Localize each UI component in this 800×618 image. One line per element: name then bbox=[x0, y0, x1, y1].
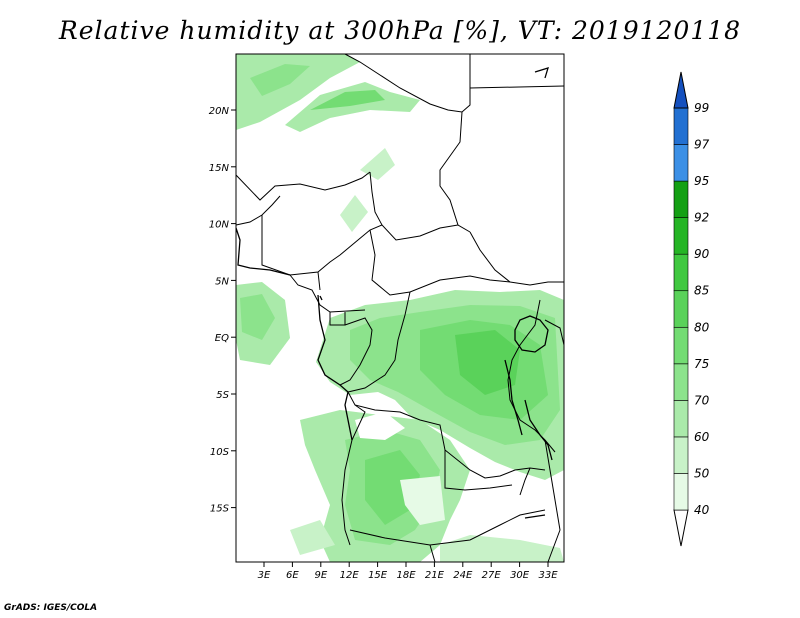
coastlines-and-lakes bbox=[235, 67, 553, 519]
lat-tick-label: 15S bbox=[210, 504, 230, 515]
credit-text: GrADS: IGES/COLA bbox=[4, 603, 98, 613]
lon-tick-label: 3E bbox=[258, 570, 271, 581]
lat-tick-label: 10S bbox=[210, 447, 230, 458]
colorbar-high-arrow bbox=[673, 71, 689, 109]
latitude-axis: 20N 15N 10N 5N EQ 5S 10S 15S bbox=[209, 106, 236, 515]
colorbar-label: 95 bbox=[694, 174, 709, 188]
longitude-axis: 3E 6E 9E 12E 15E 18E 21E 24E 27E 30E 33E bbox=[258, 562, 558, 581]
colorbar-label: 80 bbox=[694, 320, 710, 334]
lat-tick-label: 5S bbox=[216, 390, 229, 401]
country-borders bbox=[235, 53, 565, 563]
map-title: Relative humidity at 300hPa [%], VT: 201… bbox=[58, 16, 742, 45]
colorbar-segment bbox=[673, 144, 689, 182]
colorbar: 40 50 60 70 75 80 85 90 92 95 97 99 bbox=[673, 71, 710, 547]
colorbar-segment bbox=[673, 400, 689, 438]
lon-tick-label: 24E bbox=[453, 570, 473, 581]
lon-tick-label: 12E bbox=[340, 570, 360, 581]
colorbar-label: 60 bbox=[694, 430, 710, 444]
colorbar-label: 97 bbox=[694, 138, 710, 152]
lat-tick-label: 10N bbox=[209, 220, 230, 231]
colorbar-segment bbox=[673, 326, 689, 365]
map-frame bbox=[235, 53, 565, 563]
humidity-shading bbox=[236, 54, 564, 562]
lon-tick-label: 27E bbox=[482, 570, 502, 581]
lon-tick-label: 30E bbox=[510, 570, 530, 581]
colorbar-label: 40 bbox=[694, 503, 710, 517]
colorbar-low-arrow bbox=[673, 509, 689, 547]
lon-tick-label: 9E bbox=[314, 570, 327, 581]
colorbar-label: 90 bbox=[694, 247, 710, 261]
colorbar-segment bbox=[673, 290, 689, 328]
colorbar-segment bbox=[673, 363, 689, 401]
colorbar-label: 50 bbox=[694, 466, 710, 480]
lon-tick-label: 21E bbox=[425, 570, 445, 581]
colorbar-segment bbox=[673, 473, 689, 511]
colorbar-segment bbox=[673, 180, 689, 218]
colorbar-segment bbox=[673, 217, 689, 255]
lon-tick-label: 18E bbox=[396, 570, 416, 581]
lon-tick-label: 33E bbox=[538, 570, 558, 581]
lat-tick-label: 20N bbox=[209, 106, 230, 117]
colorbar-label: 85 bbox=[694, 284, 709, 298]
lat-tick-label: 5N bbox=[215, 276, 229, 287]
lat-tick-label: 15N bbox=[209, 163, 230, 174]
colorbar-label: 99 bbox=[694, 101, 709, 115]
lat-tick-label: EQ bbox=[215, 333, 229, 344]
colorbar-segment bbox=[673, 107, 689, 145]
colorbar-label: 92 bbox=[694, 211, 709, 225]
colorbar-label: 75 bbox=[694, 357, 709, 371]
lon-tick-label: 6E bbox=[286, 570, 299, 581]
colorbar-segment bbox=[673, 253, 689, 292]
colorbar-segment bbox=[673, 436, 689, 474]
colorbar-label: 70 bbox=[694, 393, 710, 407]
lon-tick-label: 15E bbox=[368, 570, 388, 581]
